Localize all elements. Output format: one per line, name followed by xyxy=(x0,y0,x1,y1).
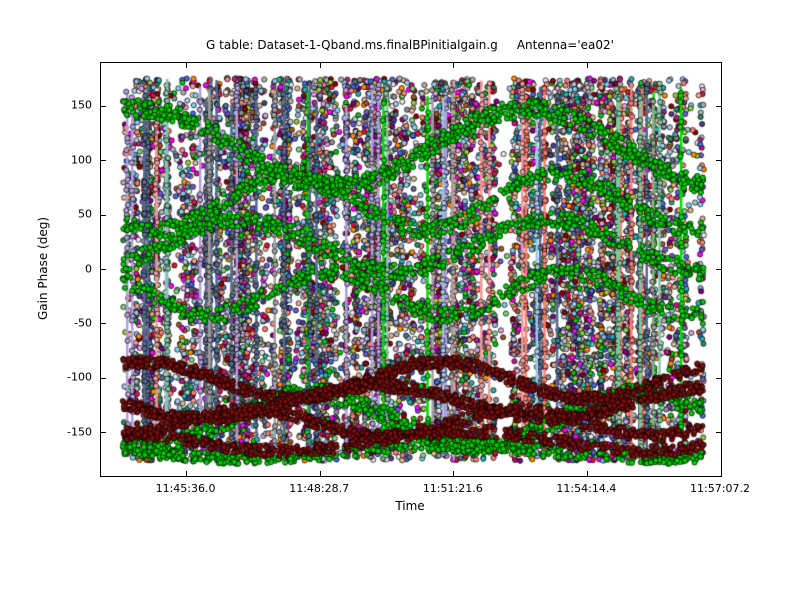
y-tick-mark xyxy=(101,160,106,162)
y-tick-mark xyxy=(101,323,106,325)
x-axis-label: Time xyxy=(395,499,425,513)
y-tick-label: 0 xyxy=(85,262,92,275)
x-tick-label: 11:48:28.7 xyxy=(289,482,350,495)
x-tick-mark xyxy=(453,63,455,68)
x-tick-label: 11:51:21.6 xyxy=(422,482,483,495)
x-tick-label: 11:57:07.2 xyxy=(690,482,750,495)
y-tick-label: -50 xyxy=(74,316,92,330)
y-tick-mark xyxy=(716,323,721,325)
plot-area xyxy=(100,62,722,477)
x-tick-label: 11:45:36.0 xyxy=(155,482,216,495)
y-tick-label: 50 xyxy=(78,207,92,221)
y-tick-mark xyxy=(716,160,721,162)
y-tick-mark xyxy=(101,105,106,107)
y-tick-mark xyxy=(716,214,721,216)
chart-title: G table: Dataset-1-Qband.ms.finalBPiniti… xyxy=(206,38,614,52)
x-tick-mark xyxy=(186,471,188,476)
x-tick-mark xyxy=(720,63,722,68)
y-tick-label: -100 xyxy=(67,370,92,384)
x-tick-mark xyxy=(319,471,321,476)
x-tick-label: 11:54:14.4 xyxy=(556,482,617,495)
y-tick-mark xyxy=(101,269,106,270)
x-tick-mark xyxy=(186,63,188,68)
y-tick-mark xyxy=(716,269,721,270)
y-tick-label: 100 xyxy=(71,153,92,167)
x-tick-mark xyxy=(453,471,455,476)
x-tick-mark xyxy=(586,471,588,476)
y-tick-mark xyxy=(716,377,721,379)
y-tick-label: 150 xyxy=(71,98,92,112)
y-tick-mark xyxy=(716,105,721,107)
x-tick-mark xyxy=(319,63,321,68)
y-tick-mark xyxy=(101,214,106,216)
scatter-canvas xyxy=(101,63,721,476)
y-tick-mark xyxy=(101,432,106,434)
y-tick-mark xyxy=(716,432,721,434)
x-tick-mark xyxy=(720,471,722,476)
y-tick-mark xyxy=(101,377,106,379)
y-tick-label: -150 xyxy=(67,425,92,439)
x-tick-mark xyxy=(586,63,588,68)
